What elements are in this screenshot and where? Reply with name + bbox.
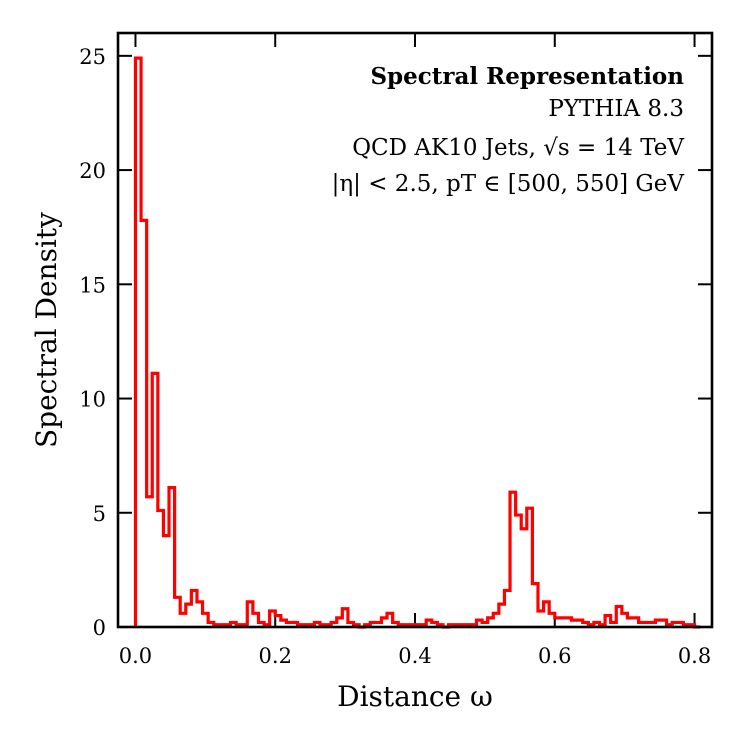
y-tick-labels: 0 5 10 15 20 25 — [79, 45, 106, 640]
y-tick-label: 10 — [79, 388, 106, 412]
x-axis-title: Distance ω — [337, 680, 493, 713]
x-tick-label: 0.2 — [259, 644, 292, 668]
x-tick-label: 0.8 — [678, 644, 711, 668]
annotation-cuts: |η| < 2.5, pT ∈ [500, 550] GeV — [332, 171, 685, 197]
annotation-generator: PYTHIA 8.3 — [548, 96, 684, 122]
x-tick-label: 0.4 — [398, 644, 431, 668]
series-line-spectral-density — [133, 56, 701, 629]
y-tick-label: 0 — [93, 616, 106, 640]
tick-marks — [118, 33, 712, 628]
y-tick-label: 25 — [79, 45, 106, 69]
y-axis-title: Spectral Density — [30, 212, 63, 448]
y-tick-label: 5 — [93, 502, 106, 526]
y-tick-label: 20 — [79, 159, 106, 183]
annotation-title: Spectral Representation — [370, 63, 684, 90]
plot-frame — [116, 31, 714, 629]
x-tick-labels: 0.0 0.2 0.4 0.6 0.8 — [119, 644, 711, 668]
x-tick-label: 0.0 — [119, 644, 152, 668]
annotation-sample: QCD AK10 Jets, √s = 14 TeV — [352, 135, 684, 161]
y-tick-label: 15 — [79, 273, 106, 297]
x-tick-label: 0.6 — [538, 644, 571, 668]
